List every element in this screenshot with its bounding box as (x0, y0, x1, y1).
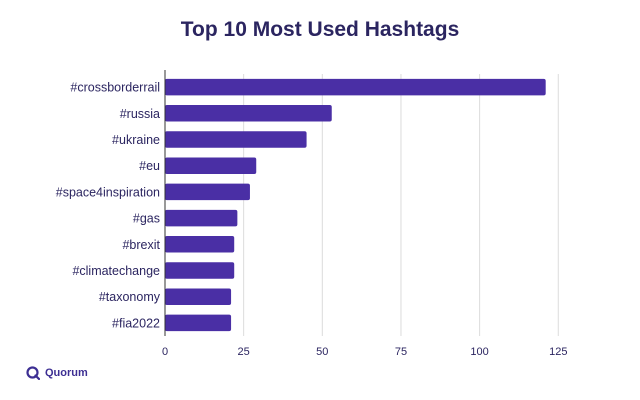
quorum-logo-icon (26, 366, 40, 380)
x-tick-label-2: 50 (316, 346, 328, 358)
category-label-4: #space4inspiration (56, 185, 160, 199)
brand-name: Quorum (45, 367, 88, 379)
bar-2 (165, 131, 307, 148)
x-tick-label-0: 0 (162, 346, 168, 358)
category-label-7: #climatechange (72, 264, 160, 278)
bar-4 (165, 183, 250, 201)
x-tick-label-1: 25 (238, 346, 250, 358)
category-label-5: #gas (133, 212, 160, 226)
bar-8 (165, 288, 232, 305)
category-label-8: #taxonomy (99, 290, 161, 304)
bar-9 (165, 314, 232, 332)
category-label-2: #ukraine (112, 133, 160, 147)
bar-5 (165, 209, 238, 227)
category-label-0: #crossborderrail (70, 81, 160, 95)
bar-6 (165, 236, 235, 253)
category-label-1: #russia (120, 107, 160, 121)
bar-0 (165, 78, 546, 96)
chart-title: Top 10 Most Used Hashtags (180, 18, 460, 41)
x-tick-label-4: 100 (470, 346, 488, 358)
category-label-6: #brexit (122, 238, 160, 252)
x-tick-label-3: 75 (395, 346, 407, 358)
category-label-9: #fia2022 (112, 316, 160, 330)
category-label-3: #eu (139, 159, 160, 173)
bar-7 (165, 262, 235, 279)
bar-3 (165, 157, 257, 174)
bar-1 (165, 105, 332, 122)
brand-footer: Quorum (26, 366, 88, 380)
x-tick-label-5: 125 (549, 346, 567, 358)
